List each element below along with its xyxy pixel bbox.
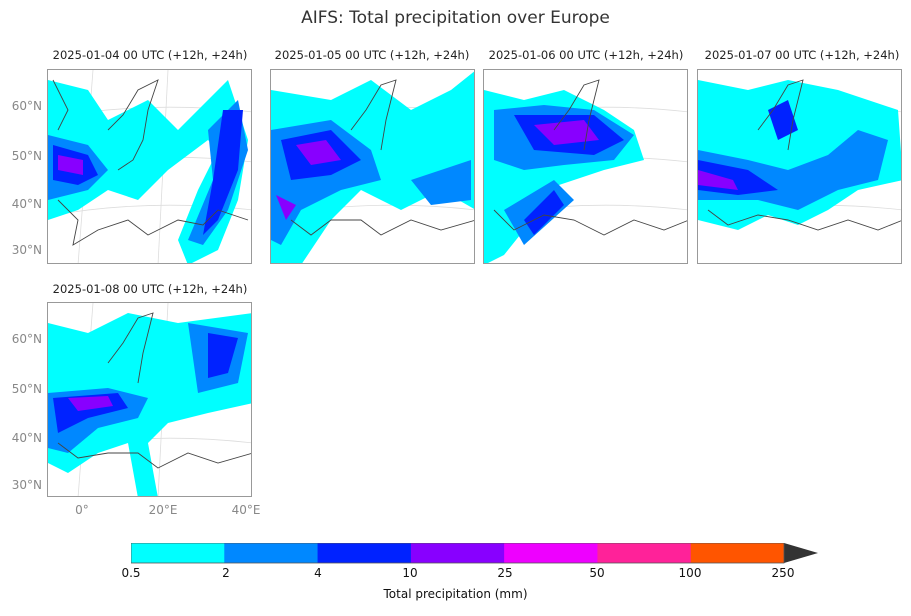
coastlines xyxy=(493,79,687,236)
lat-tick-50-row1: 50°N xyxy=(11,149,42,163)
lon-tick-20e: 20°E xyxy=(148,503,178,517)
cb-tick-4: 25 xyxy=(497,566,513,580)
precip-purple xyxy=(534,120,599,145)
coastlines xyxy=(57,312,251,469)
lat-tick-60-row1: 60°N xyxy=(11,99,42,113)
coastlines xyxy=(52,79,249,246)
coastlines xyxy=(290,79,474,236)
colorbar-segment xyxy=(597,543,692,563)
precip-darkblue xyxy=(698,100,798,195)
colorbar-extend-arrow xyxy=(784,543,818,563)
map-panel-4 xyxy=(697,69,902,264)
lat-tick-60-row2: 60°N xyxy=(11,332,42,346)
colorbar-label: Total precipitation (mm) xyxy=(383,587,528,601)
coastlines xyxy=(707,79,901,231)
colorbar-segment xyxy=(131,543,225,563)
precip-darkblue xyxy=(53,333,238,433)
colorbar xyxy=(131,543,818,564)
lon-tick-40e: 40°E xyxy=(231,503,261,517)
colorbar-segment xyxy=(504,543,598,563)
cb-tick-1: 2 xyxy=(222,566,230,580)
cb-tick-3: 10 xyxy=(402,566,418,580)
map-panel-5 xyxy=(47,302,252,497)
precip-map-5 xyxy=(48,303,251,496)
precip-purple xyxy=(68,396,113,411)
precip-darkblue xyxy=(53,110,243,235)
map-panel-3 xyxy=(483,69,688,264)
panel-title-3: 2025-01-06 00 UTC (+12h, +24h) xyxy=(488,48,684,62)
lat-tick-30-row2: 30°N xyxy=(11,478,42,492)
colorbar-segment xyxy=(224,543,319,563)
colorbar-segment xyxy=(690,543,785,563)
panel-title-5: 2025-01-08 00 UTC (+12h, +24h) xyxy=(52,282,248,296)
panel-title-2: 2025-01-05 00 UTC (+12h, +24h) xyxy=(274,48,470,62)
cb-tick-0: 0.5 xyxy=(121,566,141,580)
precip-purple xyxy=(698,170,738,190)
cb-tick-7: 250 xyxy=(771,566,795,580)
cb-tick-5: 50 xyxy=(589,566,605,580)
lat-tick-30-row1: 30°N xyxy=(11,243,42,257)
lat-tick-40-row2: 40°N xyxy=(11,431,42,445)
precip-map-4 xyxy=(698,79,901,231)
precip-map-3 xyxy=(484,79,687,263)
cb-tick-6: 100 xyxy=(678,566,702,580)
lat-tick-50-row2: 50°N xyxy=(11,382,42,396)
precip-map-1 xyxy=(48,70,251,263)
precip-purple xyxy=(58,155,83,175)
precip-blue xyxy=(48,323,248,453)
lon-tick-0: 0° xyxy=(75,503,89,517)
precip-map-2 xyxy=(271,71,474,263)
panel-title-4: 2025-01-07 00 UTC (+12h, +24h) xyxy=(704,48,900,62)
figure-title: AIFS: Total precipitation over Europe xyxy=(301,8,610,28)
precip-darkblue xyxy=(514,115,624,235)
panel-title-1: 2025-01-04 00 UTC (+12h, +24h) xyxy=(52,48,248,62)
map-panel-1 xyxy=(47,69,252,264)
precip-purple xyxy=(276,140,341,220)
lat-tick-40-row1: 40°N xyxy=(11,197,42,211)
colorbar-segment xyxy=(317,543,412,563)
colorbar-segment xyxy=(410,543,505,563)
map-panel-2 xyxy=(270,69,475,264)
cb-tick-2: 4 xyxy=(314,566,322,580)
